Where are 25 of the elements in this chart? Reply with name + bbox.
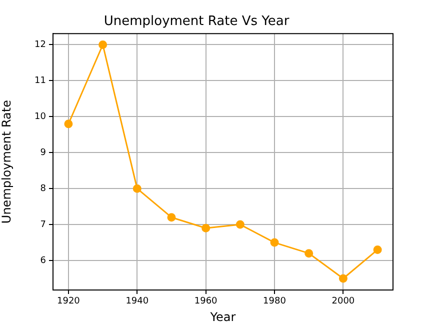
point <box>338 274 348 283</box>
point <box>202 224 210 232</box>
x-axis-title: Year <box>209 310 236 324</box>
y-tick-label: 12 <box>34 40 46 50</box>
x-tick-label: 1960 <box>194 296 218 307</box>
point <box>98 40 108 49</box>
y-tick-label: 9 <box>40 148 46 158</box>
y-tick-label: 7 <box>40 220 46 230</box>
x-tick-label: 1920 <box>57 296 80 307</box>
y-axis-title: Unemployment Rate <box>0 100 14 224</box>
y-tick-label: 6 <box>40 256 46 266</box>
point <box>167 213 176 222</box>
point <box>270 238 279 247</box>
x-tick-label: 1940 <box>126 296 149 307</box>
point <box>373 245 382 254</box>
point <box>236 220 244 229</box>
y-tick-label: 11 <box>34 76 46 86</box>
y-tick-label: 8 <box>40 184 46 194</box>
point <box>304 249 314 258</box>
point <box>64 120 73 128</box>
x-tick-label: 2000 <box>332 296 355 307</box>
chart-title: Unemployment Rate Vs Year <box>104 14 290 30</box>
y-tick-label: 10 <box>34 112 46 122</box>
point <box>132 184 142 193</box>
x-tick-label: 1980 <box>263 296 286 307</box>
